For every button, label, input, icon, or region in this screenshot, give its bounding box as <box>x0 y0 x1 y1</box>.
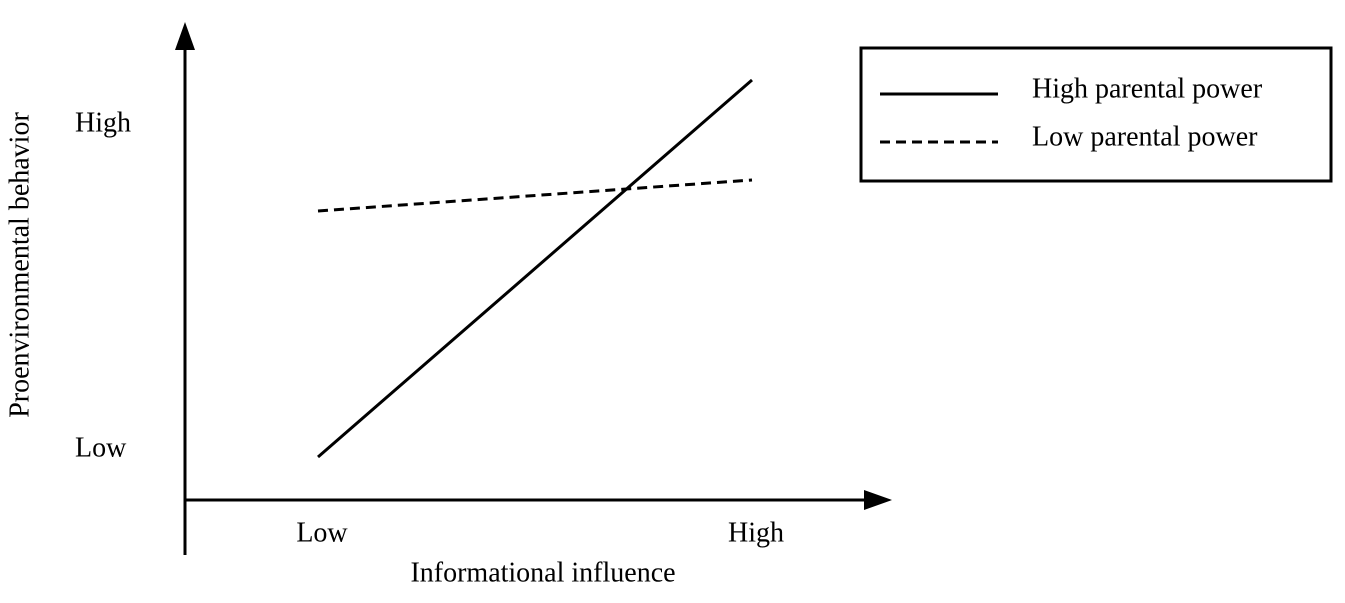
x-tick-label: Low <box>296 517 348 548</box>
y-axis-arrow <box>175 22 195 50</box>
series-line <box>317 178 753 213</box>
legend-label: High parental power <box>1032 73 1263 104</box>
legend-box <box>859 46 1333 183</box>
series-line <box>317 78 753 459</box>
y-tick-label: Low <box>75 432 127 463</box>
x-axis-arrow <box>864 490 892 510</box>
y-tick-label: High <box>75 107 131 138</box>
x-tick-label: High <box>728 517 784 548</box>
y-axis-label: Proenvironmental behavior <box>4 112 35 418</box>
x-axis-label: Informational influence <box>410 557 675 588</box>
legend-label: Low parental power <box>1032 121 1258 152</box>
